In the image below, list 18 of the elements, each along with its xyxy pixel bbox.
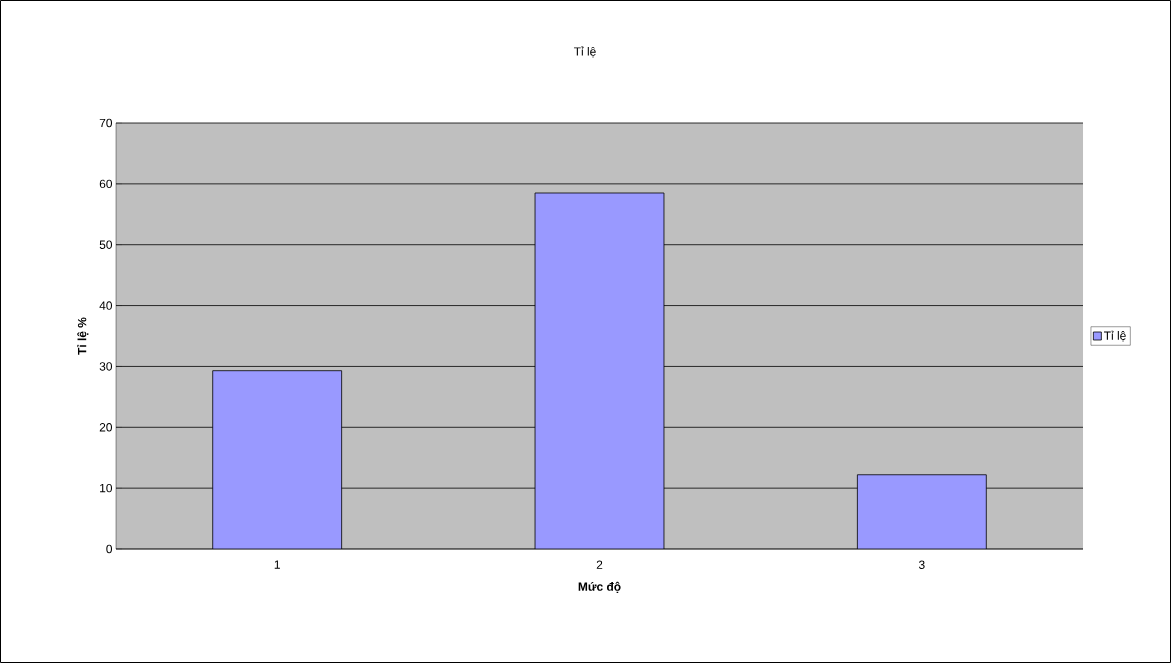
- y-tick-label: 50: [99, 240, 113, 249]
- y-tick-label: 30: [99, 362, 113, 371]
- x-axis-title: Mức độ: [578, 581, 621, 593]
- bar: [856, 474, 987, 549]
- y-axis-title: Tỉ lệ %: [77, 317, 89, 355]
- bar: [534, 192, 665, 549]
- y-tick-label: 70: [99, 118, 113, 128]
- x-tick-label: 3: [918, 560, 925, 569]
- bar: [212, 370, 343, 549]
- x-tick-label: 1: [274, 560, 280, 569]
- y-tick-label: 20: [99, 423, 113, 432]
- legend-label: Tỉ lệ: [1104, 330, 1126, 342]
- chart-title: Tỉ lệ: [573, 46, 596, 58]
- y-tick-label: 0: [106, 544, 113, 554]
- y-tick-label: 40: [99, 301, 113, 310]
- x-tick-label: 2: [596, 560, 603, 569]
- y-tick-label: 10: [100, 483, 113, 493]
- y-tick-label: 60: [99, 179, 113, 189]
